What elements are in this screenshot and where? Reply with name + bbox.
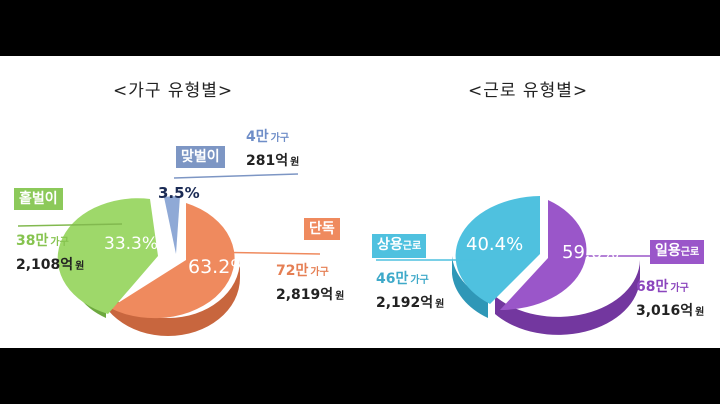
left-chart-title: <가구 유형별> <box>113 81 234 101</box>
left-pie-slice-matbeoli <box>164 195 180 254</box>
ilyong-tag-name: 일용 <box>655 243 681 259</box>
dandok-tag: 단독 <box>304 218 340 240</box>
left-pie-slice-dandok <box>110 203 235 319</box>
matbeoli-leader <box>173 173 299 179</box>
sangyong-count-unit: 가구 <box>410 275 429 286</box>
dandok-amount-value: 2,819억 <box>276 287 334 303</box>
pie-charts-svg <box>17 173 702 336</box>
dandok-leader <box>199 251 321 255</box>
hotbeoli-count-value: 38만 <box>16 233 49 249</box>
dandok-amount: 2,819억 원 <box>276 284 344 304</box>
hotbeoli-amount: 2,108억 원 <box>16 254 84 274</box>
infographic-panel: <가구 유형별> <근로 유형별> <box>0 56 720 348</box>
sangyong-count: 46만 가구 <box>376 268 429 288</box>
matbeoli-pct: 3.5% <box>158 184 200 202</box>
ilyong-count-unit: 가구 <box>670 283 689 294</box>
hotbeoli-count-unit: 가구 <box>50 237 69 248</box>
hotbeoli-leader <box>17 223 123 227</box>
dandok-count-unit: 가구 <box>310 267 329 278</box>
matbeoli-count-unit: 가구 <box>270 133 290 144</box>
ilyong-count: 68만 가구 <box>636 276 689 296</box>
sangyong-count-value: 46만 <box>376 271 409 287</box>
matbeoli-count-value: 4만 <box>246 129 269 145</box>
ilyong-pct: 59.6% <box>562 242 620 263</box>
hotbeoli-count: 38만 가구 <box>16 230 69 250</box>
hotbeoli-tag: 홑벌이 <box>14 188 63 210</box>
sangyong-pct: 40.4% <box>466 234 524 255</box>
sangyong-tag-name: 상용 <box>377 237 403 253</box>
ilyong-amount: 3,016억 원 <box>636 300 704 320</box>
sangyong-amount: 2,192억 원 <box>376 292 444 312</box>
matbeoli-amount-value: 281억 <box>246 153 289 169</box>
sangyong-tag: 상용근로 <box>372 234 427 258</box>
right-pie-side-blue <box>452 256 488 318</box>
ilyong-count-value: 68만 <box>636 279 669 295</box>
matbeoli-tag: 맞벌이 <box>176 146 225 168</box>
right-pie-slice-ilyong <box>500 200 587 311</box>
right-pie-side-purple <box>495 260 640 335</box>
sangyong-amount-unit: 원 <box>435 299 445 310</box>
dandok-pct: 63.2% <box>188 256 249 278</box>
ilyong-tag: 일용근로 <box>650 240 705 264</box>
sangyong-tag-suffix: 근로 <box>402 241 422 252</box>
matbeoli-amount-unit: 원 <box>290 157 300 168</box>
ilyong-amount-value: 3,016억 <box>636 303 694 319</box>
ilyong-amount-unit: 원 <box>695 307 705 318</box>
left-pie <box>17 173 321 336</box>
sangyong-amount-value: 2,192억 <box>376 295 434 311</box>
dandok-count-value: 72만 <box>276 263 309 279</box>
left-pie-slice-hotbeoli <box>57 198 158 314</box>
ilyong-tag-suffix: 근로 <box>680 247 700 258</box>
dandok-amount-unit: 원 <box>335 291 345 302</box>
left-pie-side <box>96 260 240 336</box>
right-pie-slice-sangyong <box>455 196 540 304</box>
dandok-count: 72만 가구 <box>276 260 329 280</box>
hotbeoli-amount-unit: 원 <box>75 261 85 272</box>
right-chart-title: <근로 유형별> <box>468 81 589 101</box>
hotbeoli-pct: 33.3% <box>104 234 159 254</box>
right-pie <box>376 196 702 335</box>
matbeoli-count: 4만 가구 <box>246 126 289 146</box>
matbeoli-amount: 281억 원 <box>246 150 299 170</box>
hotbeoli-amount-value: 2,108억 <box>16 257 74 273</box>
